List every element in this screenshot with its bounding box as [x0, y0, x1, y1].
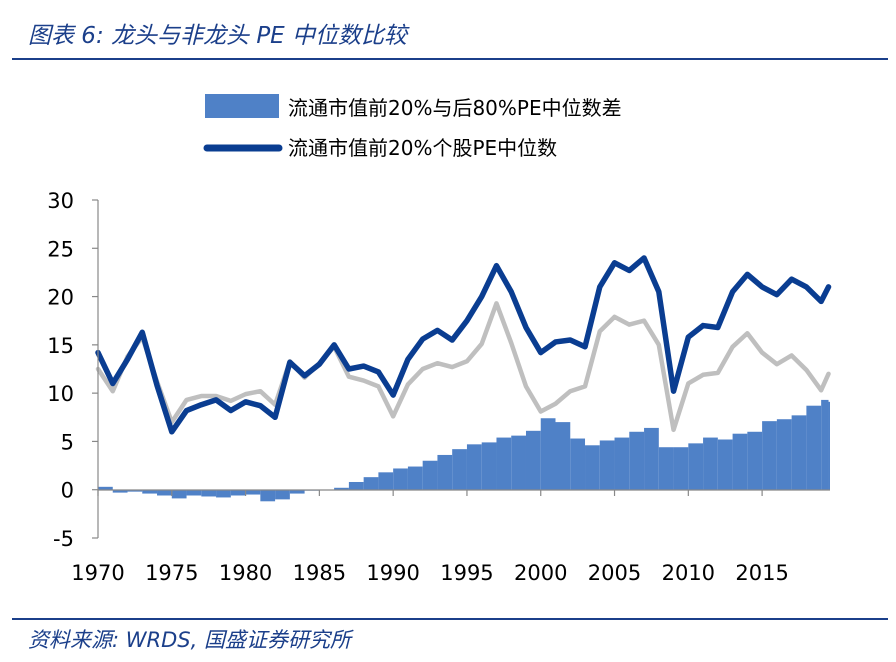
diff-area-segment-2011 [703, 437, 718, 490]
diff-area-segment-1994 [452, 449, 467, 490]
diff-area-segment-2003 [585, 445, 600, 490]
diff-area-segment-2013 [732, 433, 748, 490]
y-tick-label--5: -5 [53, 527, 74, 551]
diff-area-segment-1992 [422, 460, 438, 490]
diff-area-segment-1973 [142, 489, 158, 494]
diff-area-segment-1976 [186, 489, 202, 496]
diff-area-segment-1982 [275, 489, 290, 500]
diff-area-segment-1972 [127, 489, 143, 492]
diff-area-segment-1988 [363, 477, 379, 490]
diff-area-segment-2015 [762, 421, 777, 490]
y-tick-label-25: 25 [47, 237, 74, 261]
x-tick-label-2005: 2005 [588, 561, 641, 585]
diff-area-segment-2012 [717, 439, 733, 490]
y-tick-label-10: 10 [47, 382, 74, 406]
diff-area-segment-2001 [555, 422, 571, 490]
source-note: 资料来源: WRDS, 国盛证券研究所 [28, 628, 351, 652]
x-tick-label-1990: 1990 [366, 561, 419, 585]
y-tick-label-5: 5 [61, 430, 74, 454]
x-tick-label-2000: 2000 [514, 561, 567, 585]
y-axis-ticks: 30 25 20 15 10 5 0 -5 [47, 189, 98, 551]
figure-title: 图表 6: 龙头与非龙头 PE 中位数比较 [28, 23, 408, 49]
pe-median-chart: 流通市值前20%与后80%PE中位数差 流通市值前20%个股PE中位数 30 25… [47, 94, 832, 585]
footer-divider [12, 618, 888, 620]
diff-area-segment-1989 [378, 472, 394, 490]
diff-area-segment-1995 [466, 444, 482, 490]
diff-area-segment-1981 [260, 489, 276, 502]
legend-label-top20: 流通市值前20%个股PE中位数 [288, 136, 557, 160]
diff-area-segment-1999 [525, 430, 541, 490]
diff-area-segment-2004 [599, 440, 615, 490]
diff-area-segment-1977 [201, 489, 217, 497]
y-tick-label-30: 30 [47, 189, 74, 213]
diff-area-segment-1979 [230, 489, 246, 496]
y-tick-label-20: 20 [47, 286, 74, 310]
diff-area-segment-2007 [644, 427, 659, 490]
diff-area-segment-1990 [393, 468, 408, 490]
x-tick-label-1995: 1995 [440, 561, 493, 585]
bottom80-pe-line [95, 301, 831, 433]
legend-swatch-diff [205, 94, 279, 118]
y-tick-label-0: 0 [61, 479, 74, 503]
diff-area-segment-2000 [540, 418, 556, 490]
diff-area-segment-2019 [821, 399, 829, 490]
x-tick-label-1985: 1985 [293, 561, 346, 585]
top20-pe-line [95, 255, 832, 435]
diff-area-segment-1974 [157, 489, 172, 496]
y-tick-label-15: 15 [47, 334, 74, 358]
diff-area-segment-2006 [629, 431, 645, 490]
diff-area-segment-1971 [112, 489, 128, 493]
x-tick-label-2015: 2015 [735, 561, 788, 585]
diff-area-segment-2009 [673, 447, 689, 490]
header-divider [12, 58, 888, 60]
diff-area-segment-1996 [481, 442, 497, 490]
diff-area-segment-2016 [776, 419, 792, 490]
diff-area-segment-1975 [171, 489, 187, 499]
series-diff-area [98, 399, 830, 502]
diff-area-segment-1983 [289, 489, 305, 494]
diff-area-segment-1993 [437, 454, 453, 490]
diff-area-segment-1991 [407, 466, 423, 490]
diff-area-segment-2008 [658, 447, 674, 490]
x-tick-label-1975: 1975 [145, 561, 198, 585]
diff-area-segment-1997 [496, 437, 512, 490]
diff-area-segment-2017 [791, 415, 807, 490]
diff-area-segment-2019.5 [828, 401, 830, 490]
diff-area-segment-1987 [348, 481, 364, 490]
diff-area-segment-1970 [98, 486, 113, 490]
diff-area-segment-2010 [688, 443, 704, 490]
diff-area-segment-2002 [570, 438, 586, 490]
diff-area-segment-1998 [511, 435, 526, 490]
x-tick-label-1980: 1980 [219, 561, 272, 585]
chart-legend: 流通市值前20%与后80%PE中位数差 流通市值前20%个股PE中位数 [203, 94, 622, 160]
legend-label-diff: 流通市值前20%与后80%PE中位数差 [288, 96, 622, 120]
diff-area-segment-2005 [614, 437, 630, 490]
series-bottom80-line [95, 301, 831, 433]
diff-area-segment-2018 [806, 405, 822, 490]
x-tick-label-2010: 2010 [662, 561, 715, 585]
x-axis-ticks: 1970 1975 1980 1985 1990 1995 2000 2005 2010 2015 [71, 490, 789, 585]
diff-area-segment-1986 [334, 487, 349, 490]
diff-area-segment-2014 [747, 431, 763, 490]
x-tick-label-1970: 1970 [71, 561, 124, 585]
series-top20-line [95, 255, 832, 435]
diff-area-segment-1980 [245, 489, 261, 495]
diff-area-segment-1978 [216, 489, 231, 498]
